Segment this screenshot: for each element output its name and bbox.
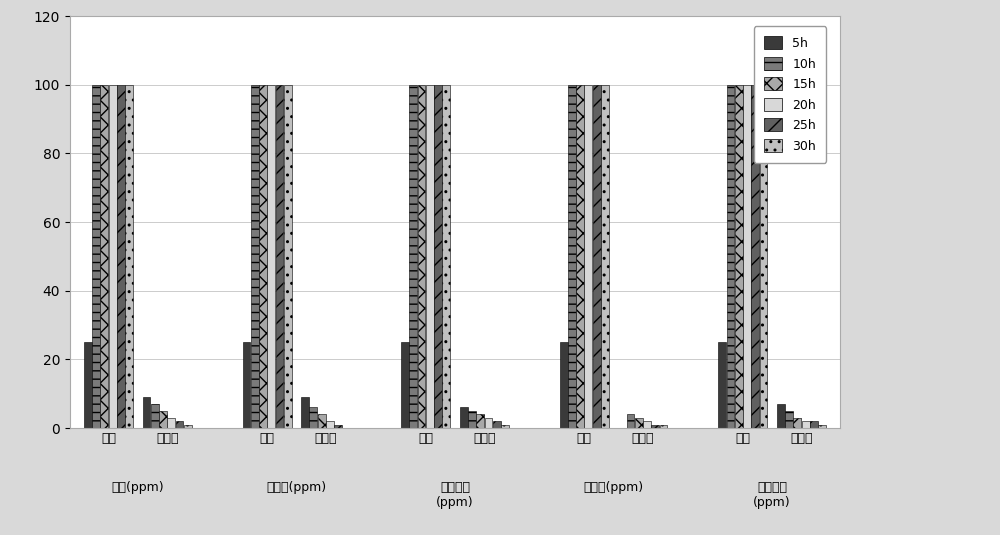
Bar bbox=[117, 85, 125, 428]
Bar bbox=[810, 421, 818, 428]
Bar bbox=[501, 425, 509, 428]
Bar bbox=[92, 85, 100, 428]
Bar bbox=[276, 85, 283, 428]
Bar bbox=[125, 85, 133, 428]
Bar bbox=[151, 404, 159, 428]
Text: 四环素(ppm): 四环素(ppm) bbox=[266, 481, 326, 494]
Bar bbox=[418, 85, 425, 428]
Bar bbox=[267, 85, 275, 428]
Bar bbox=[318, 414, 326, 428]
Bar bbox=[326, 421, 334, 428]
Bar bbox=[802, 421, 810, 428]
Bar bbox=[84, 342, 92, 428]
Bar bbox=[576, 85, 584, 428]
Bar bbox=[468, 411, 476, 428]
Bar bbox=[727, 85, 734, 428]
Bar bbox=[793, 418, 801, 428]
Bar bbox=[100, 85, 108, 428]
Bar bbox=[568, 85, 576, 428]
Bar bbox=[751, 85, 759, 428]
Bar bbox=[818, 425, 826, 428]
Text: 阿特拉津
(ppm): 阿特拉津 (ppm) bbox=[753, 481, 791, 509]
Bar bbox=[251, 85, 259, 428]
Bar bbox=[735, 85, 743, 428]
Bar bbox=[493, 421, 501, 428]
Bar bbox=[560, 342, 568, 428]
Bar bbox=[167, 418, 175, 428]
Bar bbox=[476, 414, 484, 428]
Bar bbox=[743, 85, 751, 428]
Bar bbox=[401, 342, 409, 428]
Legend: 5h, 10h, 15h, 20h, 25h, 30h: 5h, 10h, 15h, 20h, 25h, 30h bbox=[754, 26, 826, 163]
Bar bbox=[284, 85, 292, 428]
Bar bbox=[601, 85, 609, 428]
Bar bbox=[643, 421, 651, 428]
Bar bbox=[460, 408, 468, 428]
Bar bbox=[409, 85, 417, 428]
Bar bbox=[334, 425, 342, 428]
Bar bbox=[434, 85, 442, 428]
Bar bbox=[143, 397, 150, 428]
Bar bbox=[301, 397, 309, 428]
Bar bbox=[627, 414, 634, 428]
Bar bbox=[593, 85, 601, 428]
Bar bbox=[159, 411, 167, 428]
Text: 强力霉素
(ppm): 强力霉素 (ppm) bbox=[436, 481, 474, 509]
Bar bbox=[777, 404, 785, 428]
Text: 对硫磷(ppm): 对硫磷(ppm) bbox=[584, 481, 644, 494]
Bar bbox=[718, 342, 726, 428]
Bar bbox=[584, 85, 592, 428]
Bar bbox=[485, 418, 492, 428]
Bar bbox=[442, 85, 450, 428]
Bar bbox=[760, 85, 767, 428]
Bar bbox=[660, 425, 667, 428]
Bar bbox=[176, 421, 183, 428]
Bar bbox=[109, 85, 117, 428]
Bar bbox=[426, 85, 434, 428]
Bar bbox=[785, 411, 793, 428]
Bar bbox=[635, 418, 643, 428]
Bar bbox=[243, 342, 250, 428]
Bar bbox=[651, 425, 659, 428]
Bar bbox=[184, 425, 192, 428]
Bar bbox=[309, 408, 317, 428]
Text: 磺胺(ppm): 磺胺(ppm) bbox=[112, 481, 164, 494]
Bar bbox=[259, 85, 267, 428]
